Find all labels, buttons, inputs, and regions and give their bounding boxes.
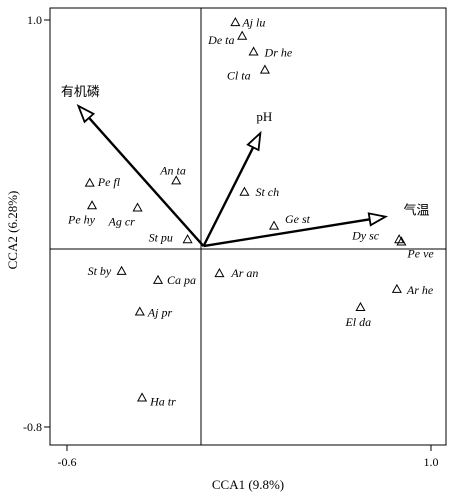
point-label-5: Pe fl <box>97 175 121 189</box>
point-marker-5 <box>84 177 95 187</box>
arrow-shaft-2 <box>203 218 370 248</box>
arrow-head-0 <box>76 104 96 124</box>
point-marker-11 <box>394 234 405 244</box>
point-marker-3 <box>259 64 270 74</box>
point-label-2: Dr he <box>264 46 293 60</box>
point-label-18: El da <box>344 315 371 329</box>
point-marker-13 <box>116 265 127 275</box>
arrow-label-2: 气温 <box>404 203 430 218</box>
point-label-10: St pu <box>149 230 173 244</box>
point-marker-19 <box>137 392 148 402</box>
y-tick-label-min: -0.8 <box>23 420 42 434</box>
arrow-head-2 <box>367 212 389 227</box>
point-label-16: Ar he <box>406 283 434 297</box>
point-marker-17 <box>134 306 145 316</box>
points-layer: Aj lu De ta Dr he Cl ta An ta Pe fl St ch Pe hy… <box>67 15 434 408</box>
point-marker-6 <box>239 186 250 196</box>
arrow-head-1 <box>246 130 262 152</box>
point-marker-1 <box>237 30 248 40</box>
point-label-3: Cl ta <box>227 69 251 83</box>
point-label-15: Ca pa <box>167 273 196 287</box>
point-marker-12 <box>396 236 407 246</box>
point-marker-9 <box>268 220 280 230</box>
y-axis-label: CCA2 (6.28%) <box>5 191 20 270</box>
arrow-shaft-1 <box>202 146 255 247</box>
x-tick-label-max: 1.0 <box>424 455 439 469</box>
point-label-14: Ar an <box>230 266 258 280</box>
point-label-11: Dy sc <box>351 228 380 242</box>
point-label-9: Ge st <box>285 212 311 226</box>
point-label-6: St ch <box>255 185 279 199</box>
point-marker-7 <box>86 200 98 210</box>
point-label-1: De ta <box>207 33 234 47</box>
point-marker-4 <box>171 175 182 185</box>
point-marker-15 <box>152 274 164 284</box>
arrows-layer: 有机磷 pH 气温 <box>61 84 430 248</box>
point-marker-18 <box>355 301 366 312</box>
x-axis-label: CCA1 (9.8%) <box>212 477 284 492</box>
point-marker-16 <box>391 283 402 293</box>
point-label-7: Pe hy <box>67 212 96 226</box>
point-marker-8 <box>132 202 143 212</box>
point-label-12: Pe ve <box>406 247 434 261</box>
arrow-shaft-0 <box>88 117 205 247</box>
point-label-4: An ta <box>159 164 186 178</box>
point-label-17: Aj pr <box>147 306 173 320</box>
point-marker-2 <box>248 46 259 56</box>
plot-frame <box>49 7 447 446</box>
point-marker-14 <box>214 268 225 278</box>
point-marker-10 <box>182 234 193 244</box>
point-label-0: Aj lu <box>241 15 265 29</box>
x-tick-label-min: -0.6 <box>58 455 77 469</box>
arrow-label-0: 有机磷 <box>61 84 100 99</box>
y-tick-label-max: 1.0 <box>27 13 42 27</box>
point-marker-0 <box>230 17 241 27</box>
point-label-8: Ag cr <box>108 215 136 229</box>
point-label-13: St by <box>88 264 112 278</box>
arrow-label-1: pH <box>256 109 272 124</box>
point-label-19: Ha tr <box>149 395 176 409</box>
